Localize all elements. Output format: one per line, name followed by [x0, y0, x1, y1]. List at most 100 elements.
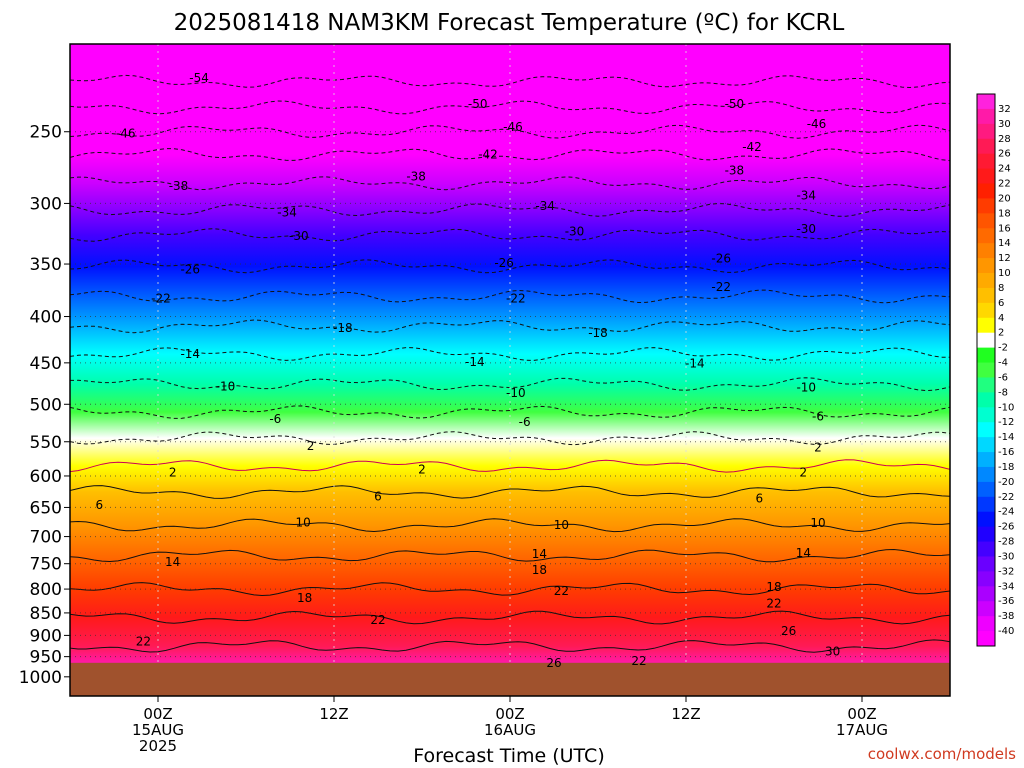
colorbar-swatch: [977, 94, 995, 110]
isotherm-line: [70, 405, 950, 419]
colorbar-swatch: [977, 556, 995, 572]
colorbar-swatch: [977, 407, 995, 423]
pressure-tick-label: 250: [30, 123, 62, 143]
colorbar-swatch: [977, 168, 995, 185]
colorbar-label: -20: [998, 477, 1014, 488]
colorbar-label: -2: [998, 343, 1008, 354]
colorbar-label: -30: [998, 551, 1014, 562]
isotherm-line: [70, 202, 950, 217]
contour-label: -50: [468, 97, 488, 111]
contour-label: 14: [532, 547, 547, 561]
pressure-tick-label: 850: [30, 604, 62, 624]
colorbar-swatch: [977, 317, 995, 334]
contour-label: -42: [742, 140, 762, 154]
colorbar-label: -24: [998, 507, 1014, 518]
colorbar-swatch: [977, 586, 995, 602]
contour-label: -46: [503, 120, 523, 134]
contour-labels: -54-50 -50-46 -46 -46-42-42-38-38 -38-34 -34-…: [96, 71, 841, 670]
colorbar-label: -6: [998, 372, 1008, 383]
time-tick-label: 00Z: [143, 705, 172, 723]
contour-label: -50: [725, 97, 745, 111]
contour-label: -34: [796, 188, 816, 202]
colorbar-swatch: [977, 153, 995, 170]
contour-label: 10: [554, 518, 569, 532]
contour-label: 14: [165, 555, 180, 569]
contour-label: 22: [370, 613, 385, 627]
contour-label: -30: [565, 224, 585, 238]
contour-label: -38: [406, 169, 426, 183]
pressure-tick-label: 600: [30, 467, 62, 487]
colorbar-swatch: [977, 273, 995, 289]
contour-label: -18: [333, 321, 353, 335]
colorbar-swatch: [977, 332, 995, 349]
colorbar-swatch: [977, 571, 995, 587]
isotherm-line: [70, 639, 950, 653]
contour-label: -30: [289, 229, 309, 243]
isotherm-line: [70, 485, 950, 499]
colorbar-label: 4: [998, 313, 1004, 324]
pressure-tick-label: 950: [30, 648, 62, 668]
contour-label: 22: [554, 584, 569, 598]
below-ground-mask: [70, 662, 950, 696]
contour-label: 22: [136, 634, 151, 648]
contour-label: 2: [800, 466, 808, 480]
contour-label: -10: [506, 386, 526, 400]
pressure-tick-label: 1000: [19, 668, 62, 688]
isotherm-line: [70, 289, 950, 304]
contour-label: 10: [810, 516, 825, 530]
contour-label: -14: [465, 355, 485, 369]
time-tick-label: 17AUG: [836, 721, 888, 739]
contour-label: 6: [756, 491, 764, 505]
contour-label: -6: [812, 410, 824, 424]
colorbar-label: -28: [998, 537, 1014, 548]
time-tick-label: 15AUG: [132, 721, 184, 739]
colorbar-label: 8: [998, 283, 1004, 294]
contour-label: -46: [116, 126, 136, 140]
colorbar-swatch: [977, 422, 995, 438]
colorbar-label: -16: [998, 447, 1014, 458]
colorbar-swatch: [977, 287, 995, 304]
contour-label: -22: [506, 291, 526, 305]
colorbar-swatch: [977, 347, 995, 364]
colorbar-swatch: [977, 213, 995, 229]
colorbar-label: -12: [998, 417, 1014, 428]
pressure-tick-label: 300: [30, 194, 62, 214]
colorbar-label: 14: [998, 238, 1011, 249]
contour-label: 2: [418, 462, 426, 476]
contour-label: 18: [766, 580, 781, 594]
colorbar-label: 12: [998, 253, 1011, 264]
colorbar-label: 2: [998, 328, 1004, 339]
isotherm-line: [70, 459, 950, 473]
contour-label: 2: [814, 440, 822, 454]
contour-label: -10: [216, 380, 236, 394]
colorbar-label: -26: [998, 522, 1014, 533]
colorbar-swatch: [977, 108, 995, 125]
contour-label: -6: [519, 415, 531, 429]
contour-label: 6: [374, 489, 382, 503]
contour-label: 18: [297, 591, 312, 605]
contour-label: -46: [807, 117, 827, 131]
pressure-tick-label: 700: [30, 528, 62, 548]
pressure-tick-label: 750: [30, 555, 62, 575]
colorbar-label: 32: [998, 104, 1011, 115]
contour-label: -30: [796, 222, 816, 236]
colorbar-label: 6: [998, 298, 1004, 309]
credit-link[interactable]: coolwx.com/models: [868, 745, 1016, 763]
colorbar-label: -22: [998, 492, 1014, 503]
contour-label: -38: [725, 164, 745, 178]
colorbar-label: -40: [998, 626, 1014, 637]
contour-label: -22: [151, 291, 171, 305]
colorbar-swatch: [977, 631, 995, 647]
colorbar-label: 30: [998, 119, 1011, 130]
isotherm-line: [70, 148, 950, 162]
time-tick-label: 12Z: [671, 705, 700, 723]
isotherm-line: [70, 582, 950, 597]
contour-label: 2: [169, 466, 177, 480]
x-axis-label: Forecast Time (UTC): [413, 745, 604, 767]
isotherm-line: [70, 319, 950, 334]
contour-label: -14: [685, 357, 705, 371]
pressure-tick-label: 550: [30, 433, 62, 453]
isotherm-line: [70, 548, 950, 563]
